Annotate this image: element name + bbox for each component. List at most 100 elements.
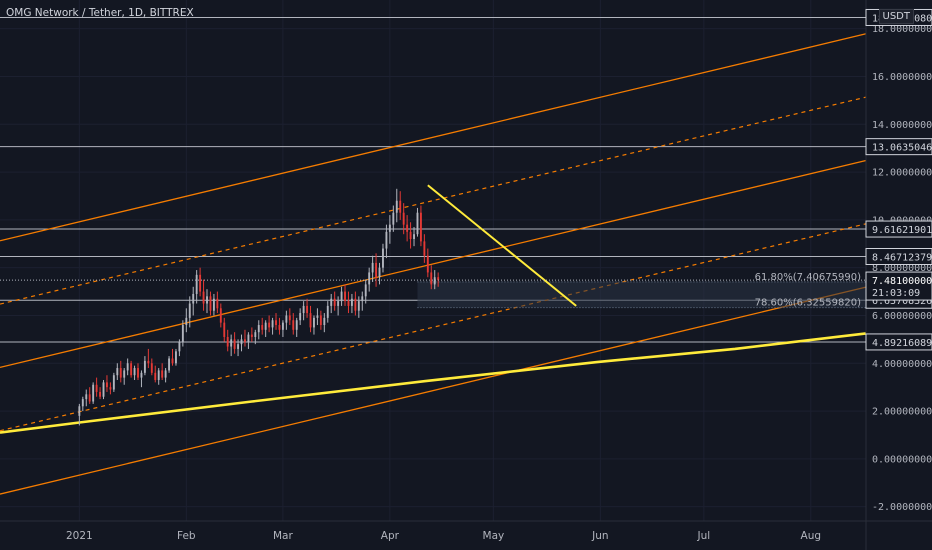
candle-body	[344, 291, 346, 302]
fib-level-label: 78.60%(6.32559820)	[755, 298, 861, 309]
candle-body	[316, 315, 319, 318]
candle-body	[257, 325, 260, 333]
candle-body	[230, 339, 233, 347]
candle-body	[216, 298, 219, 309]
candle-body	[161, 370, 164, 378]
candle-body	[371, 262, 374, 273]
candle-body	[212, 298, 215, 311]
x-tick-label: May	[483, 530, 505, 542]
candle-body	[116, 368, 119, 376]
candle-body	[247, 334, 250, 342]
currency-badge: USDT	[878, 9, 914, 24]
candle-body	[137, 368, 139, 378]
candle-body	[323, 317, 326, 326]
y-tick-label: 4.00000000	[872, 359, 932, 370]
candle-body	[395, 200, 398, 213]
fib-zone-area	[417, 281, 866, 308]
candle-body	[147, 360, 150, 364]
level-label: 4.89216089	[872, 338, 932, 349]
level-label: 9.61621901	[872, 225, 932, 236]
trendlines	[427, 184, 577, 307]
fib-zone: 61.80%(7.40675990) 78.60%(6.32559820)	[417, 272, 866, 309]
candle-body	[250, 334, 253, 337]
candle-body	[368, 272, 371, 285]
candle-body	[130, 363, 133, 376]
candle-body	[240, 339, 243, 345]
y-tick-label: 12.00000000	[872, 168, 932, 179]
candle-body	[133, 368, 136, 376]
candle-body	[199, 274, 202, 292]
y-tick-label: -2.00000000	[872, 502, 932, 513]
candle-body	[150, 363, 153, 373]
countdown-label: 21:03:09	[872, 288, 920, 299]
candle-body	[154, 372, 157, 380]
candle-body	[268, 322, 271, 328]
channel-line	[0, 159, 867, 369]
candle-body	[313, 317, 315, 328]
candle-body	[337, 301, 340, 306]
candle-body	[433, 277, 436, 285]
level-label-box	[865, 220, 932, 238]
candle-body	[219, 308, 222, 323]
candle-body	[392, 212, 395, 225]
regression-channel	[0, 33, 867, 495]
candle-body	[81, 399, 84, 407]
x-tick-label: Jul	[697, 530, 711, 542]
current-price-label: 7.48100000	[872, 276, 932, 287]
candle-body	[102, 382, 105, 397]
x-tick-label: Aug	[801, 530, 822, 542]
candle-body	[388, 224, 391, 232]
candle-body	[330, 298, 333, 306]
candle-body	[309, 313, 312, 328]
level-label-box	[865, 138, 932, 156]
candle-body	[95, 384, 98, 392]
candle-body	[375, 262, 378, 278]
candle-body	[168, 358, 171, 371]
candle-body	[378, 267, 381, 278]
y-tick-label: 18.00000000	[872, 24, 932, 35]
candle-body	[85, 394, 88, 400]
candle-body	[112, 375, 115, 390]
channel-line	[0, 286, 867, 495]
candle-body	[382, 248, 384, 268]
candle-body	[419, 212, 422, 242]
candle-body	[423, 241, 426, 256]
candle-body	[295, 320, 298, 330]
candle-body	[299, 313, 302, 321]
candle-body	[347, 301, 350, 306]
level-label-box	[865, 248, 932, 266]
candle-body	[385, 231, 388, 249]
y-tick-label: 2.00000000	[872, 407, 932, 418]
candle-body	[285, 315, 288, 323]
candle-body	[430, 272, 433, 285]
candle-body	[78, 406, 81, 416]
y-tick-label: 8.00000000	[872, 263, 932, 274]
candle-body	[181, 325, 184, 342]
candle-body	[340, 291, 343, 302]
time-axis[interactable]: 2021 Feb Mar Apr May Jun Jul Aug	[66, 530, 821, 542]
current-price-box	[865, 271, 932, 301]
trend-line	[427, 184, 577, 307]
y-tick-label: 16.00000000	[872, 72, 932, 83]
candle-body	[202, 291, 205, 304]
candle-body	[143, 360, 146, 373]
candle-body	[99, 391, 102, 397]
candle-body	[288, 315, 291, 321]
candle-body	[292, 320, 295, 330]
fib-level-label: 61.80%(7.40675990)	[755, 272, 861, 283]
candle-body	[364, 284, 367, 297]
candle-body	[254, 332, 257, 337]
candle-body	[237, 344, 240, 349]
candle-body	[119, 368, 122, 378]
candle-body	[271, 320, 274, 328]
candle-body	[326, 305, 329, 318]
symbol-title: OMG Network / Tether, 1D, BITTREX	[6, 7, 194, 19]
x-tick-label: Jun	[591, 530, 608, 542]
candle-body	[361, 296, 364, 302]
candle-body	[402, 212, 405, 225]
candle-body	[206, 296, 208, 304]
candle-body	[437, 277, 440, 281]
candle-body	[416, 212, 419, 235]
